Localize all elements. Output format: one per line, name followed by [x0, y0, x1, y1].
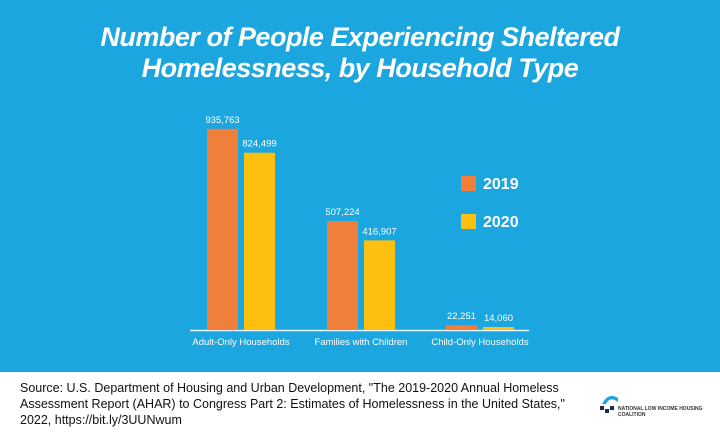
x-tick-label-0: Adult-Only Households — [192, 337, 289, 348]
title-line-2: Homelessness, by Household Type — [141, 53, 579, 83]
bar-2019-1 — [327, 220, 358, 330]
bar-2020-1 — [364, 240, 395, 330]
title-line-1: Number of People Experiencing Sheltered — [100, 22, 620, 52]
bar-2019-0 — [207, 128, 238, 330]
data-label-2019-0: 935,763 — [205, 115, 239, 126]
data-label-2020-0: 824,499 — [242, 139, 276, 150]
legend-swatch-2020 — [461, 214, 476, 229]
house-icon — [600, 396, 618, 413]
data-label-2020-1: 416,907 — [362, 226, 396, 237]
data-label-2019-2: 22,251 — [447, 311, 476, 322]
nlihc-logo: NATIONAL LOW INCOME HOUSING COALITION — [598, 384, 708, 424]
legend-label-2019: 2019 — [483, 176, 519, 193]
bar-2019-2 — [446, 325, 477, 330]
bar-2020-0 — [244, 152, 275, 330]
data-label-2020-2: 14,060 — [484, 313, 513, 324]
source-note: Source: U.S. Department of Housing and U… — [20, 381, 565, 427]
bar-2020-2 — [483, 326, 514, 330]
x-tick-label-2: Child-Only Households — [431, 337, 528, 348]
bar-chart: 935,763 824,499 Adult-Only Households 507,2… — [190, 115, 529, 348]
legend-swatch-2019 — [461, 176, 476, 191]
logo-text: NATIONAL LOW INCOME HOUSING COALITION — [618, 406, 703, 418]
x-tick-label-1: Families with Children — [315, 337, 408, 348]
data-label-2019-1: 507,224 — [325, 207, 359, 218]
footer: Source: U.S. Department of Housing and U… — [0, 372, 720, 442]
chart-area: Number of People Experiencing Sheltered … — [0, 0, 720, 372]
legend-label-2020: 2020 — [483, 214, 519, 231]
chart-title: Number of People Experiencing Sheltered … — [0, 22, 720, 84]
